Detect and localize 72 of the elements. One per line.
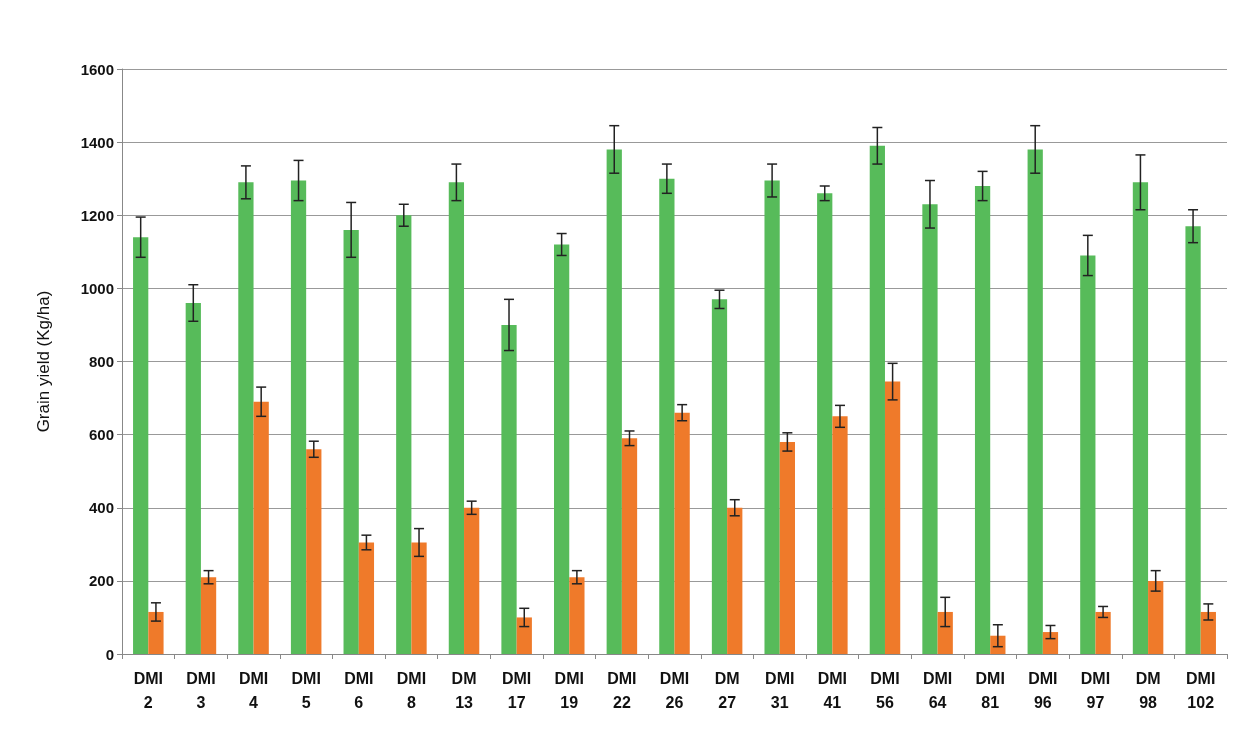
x-tick-label: DMI 3	[186, 669, 216, 711]
bar	[516, 617, 532, 654]
x-tick-label: DMI 81	[975, 669, 1005, 711]
x-tick-label: DM 98	[1135, 669, 1161, 711]
bar	[621, 438, 638, 654]
bar	[1185, 226, 1201, 654]
bar	[253, 401, 269, 654]
x-tick-label: DMI 6	[344, 669, 374, 711]
x-tick-label: DM 13	[451, 669, 477, 711]
bar	[869, 145, 885, 654]
y-tick-label: 0	[105, 645, 114, 663]
x-tick-label: DMI 102	[1186, 669, 1216, 711]
bar	[1042, 632, 1059, 654]
bar	[501, 324, 517, 654]
bar	[358, 542, 375, 654]
x-tick-label: DMI 96	[1028, 669, 1058, 711]
bar	[396, 215, 412, 654]
bar	[1132, 182, 1149, 654]
bar	[659, 178, 675, 654]
y-tick-label: 400	[88, 499, 114, 517]
x-tick-label: DMI 41	[817, 669, 848, 711]
bar	[1080, 255, 1096, 654]
x-tick-label: DMI 26	[659, 669, 690, 711]
bar	[1095, 611, 1111, 654]
bar	[764, 180, 780, 654]
y-tick-label: 800	[88, 353, 114, 370]
bar	[1027, 149, 1043, 654]
bar	[238, 182, 254, 654]
x-tick-label: DMI 97	[1080, 669, 1111, 711]
bar	[411, 542, 427, 654]
x-tick-label: DMI 8	[396, 669, 427, 711]
y-tick-label: 600	[88, 426, 114, 444]
x-tick-label: DMI 19	[554, 669, 584, 711]
y-tick-label: 200	[88, 572, 114, 590]
x-tick-label: DMI 31	[765, 669, 795, 711]
bar	[569, 577, 585, 654]
bar	[343, 229, 359, 654]
bar	[290, 180, 307, 654]
x-tick-label: DMI 4	[238, 669, 269, 711]
bar	[937, 611, 953, 654]
y-tick-label: 1400	[80, 133, 114, 151]
bar	[727, 507, 743, 654]
x-tick-label: DMI 17	[501, 669, 532, 711]
bar	[779, 441, 795, 654]
bar	[817, 193, 833, 654]
bar	[1200, 611, 1216, 654]
y-tick-label: 1200	[80, 206, 114, 224]
x-tick-label: DMI 22	[607, 669, 637, 711]
x-tick-label: DMI 64	[922, 669, 953, 711]
bar	[606, 149, 622, 654]
x-tick-label: DMI 2	[133, 669, 163, 711]
bar	[185, 303, 201, 654]
bar	[554, 244, 570, 654]
bar	[133, 237, 149, 654]
bar	[832, 416, 848, 654]
bar	[448, 182, 465, 654]
x-tick-label: DMI 5	[291, 669, 321, 711]
y-tick-label: 1600	[80, 60, 114, 78]
x-tick-label: DM 27	[714, 669, 740, 711]
bar	[306, 449, 322, 654]
bar	[464, 507, 480, 654]
bar	[200, 577, 217, 654]
y-tick-label: 1000	[80, 279, 114, 297]
x-tick-label: DMI 56	[870, 669, 900, 711]
bar	[674, 412, 690, 654]
bar	[711, 299, 728, 654]
bar	[974, 186, 991, 654]
bar	[1148, 580, 1164, 654]
bar	[148, 611, 164, 654]
y-axis-title: Grain yield (Kg/ha)	[34, 290, 53, 433]
bar	[922, 204, 938, 654]
bar	[884, 381, 901, 654]
